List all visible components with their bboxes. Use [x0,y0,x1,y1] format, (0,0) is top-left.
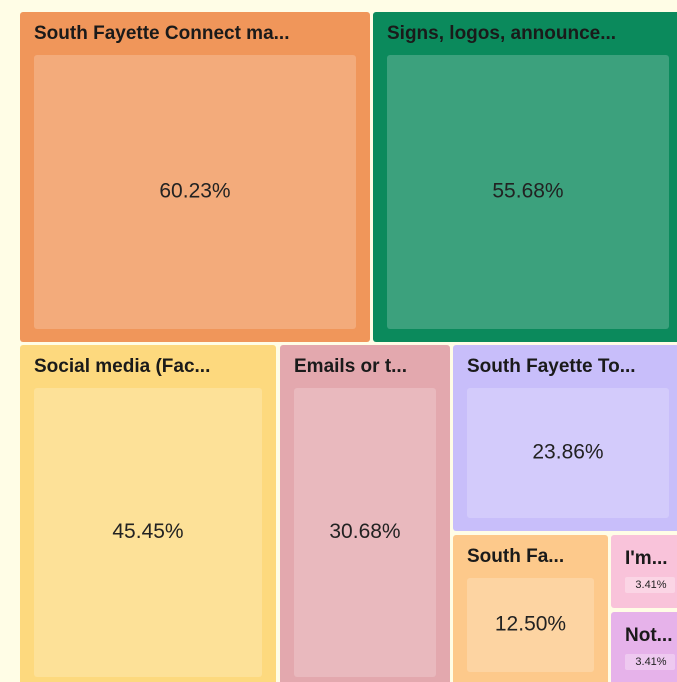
tile-label: South Fayette Connect ma... [34,23,289,44]
tile-inner [467,578,594,672]
tile-value: 3.41% [635,656,666,668]
tile-inner [294,388,436,677]
tile-inner [625,577,675,593]
tile-inner [387,55,669,329]
tile-label: South Fa... [467,546,564,567]
tile [611,535,677,608]
tile-value: 12.50% [495,613,566,636]
tile [611,612,677,682]
tile-label: Not... [625,625,673,646]
tile-inner [625,654,675,670]
tile-label: Signs, logos, announce... [387,23,616,44]
tile-value: 45.45% [112,520,183,543]
tile-inner [34,388,262,677]
tile-label: South Fayette To... [467,356,636,377]
tile-inner [34,55,356,329]
tile-label: Emails or t... [294,356,407,377]
tile-value: 3.41% [635,579,666,591]
tile-inner [467,388,669,518]
tile-value: 60.23% [159,180,230,203]
tile-value: 30.68% [329,520,400,543]
tile-label: I'm... [625,548,668,569]
tile-value: 23.86% [532,441,603,464]
tile-value: 55.68% [492,180,563,203]
tile-label: Social media (Fac... [34,356,210,377]
